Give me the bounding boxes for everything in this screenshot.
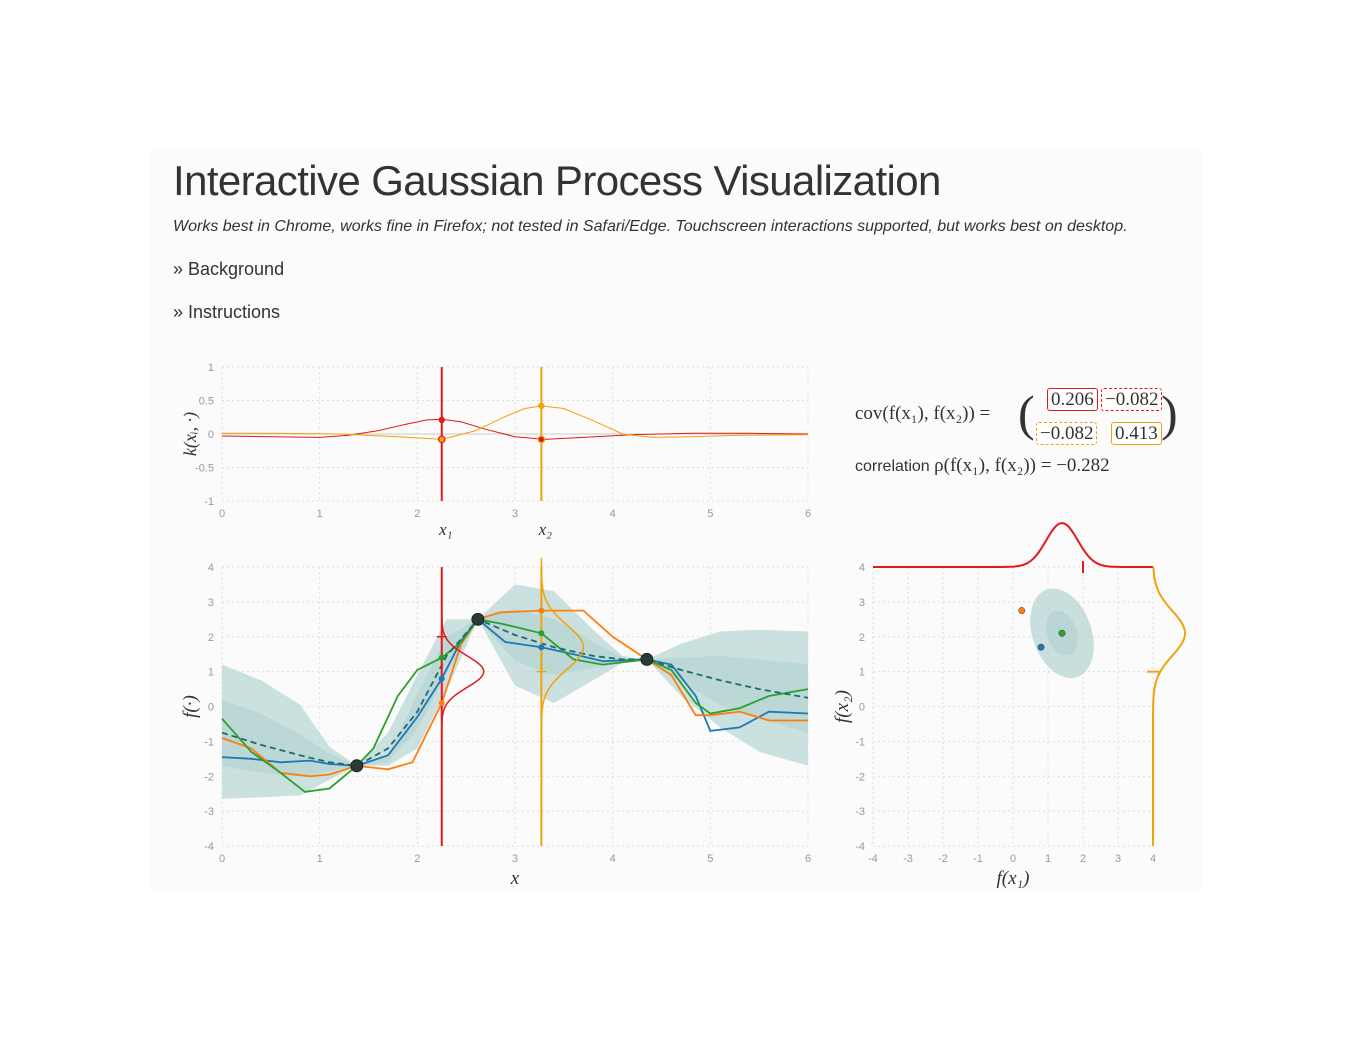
marginal-density-x1 [873,522,1153,568]
joint-x-tick-label: 0 [1010,853,1016,865]
kernel-y-tick-label: 1 [208,362,214,374]
kernel-x-tick-label: 6 [805,508,811,520]
observation-point [350,759,364,773]
sample-value-point [438,654,445,661]
gp-x-tick-label: 5 [707,853,713,865]
joint-sample-point [1058,629,1066,637]
cov-cell-21: −0.082 [1036,422,1098,445]
kernel-y-tick-label: 0.5 [199,396,214,408]
page-title: Interactive Gaussian Process Visualizati… [173,157,941,204]
kernel-x-tick-label: 4 [610,508,616,520]
kernel-point [438,416,445,424]
gp-y-axis-label: f(·) [180,695,201,718]
correlation-value: ρ(f(x₁), f(x₂)) = −0.282 [934,455,1110,476]
joint-y-axis-label: f(x₂) [832,690,853,723]
joint-x-tick-label: 3 [1115,853,1121,865]
sample-value-point [438,700,445,707]
sample-value-point [538,607,545,614]
gp-y-tick-label: -4 [204,841,214,853]
joint-x-tick-label: -1 [973,853,983,865]
matrix-right-paren: ) [1161,385,1178,441]
posterior-mean-line [221,618,809,767]
kernel-marker-label: x₂ [538,520,553,539]
matrix-left-paren: ( [1018,385,1035,441]
gp-y-tick-label: -3 [204,806,214,818]
gp-x-tick-label: 2 [414,853,420,865]
gp-y-tick-label: 1 [208,667,214,679]
sample-path-2 [221,609,808,778]
background-toggle[interactable]: » Background [173,259,285,279]
joint-x-tick-label: -3 [903,853,913,865]
kernel-y-tick-label: -0.5 [195,463,214,475]
gp-y-tick-label: 2 [208,632,214,644]
joint-y-tick-label: -4 [855,841,865,853]
gp-x-tick-label: 1 [317,853,323,865]
kernel-x-tick-label: 0 [219,508,225,520]
sample-value-point [538,644,545,651]
joint-x-axis-label: f(x₁) [997,868,1030,889]
kernel-point [437,435,446,444]
kernel-x-tick-label: 5 [707,508,713,520]
instructions-toggle[interactable]: » Instructions [173,302,281,322]
joint-x-tick-label: 1 [1045,853,1051,865]
covariance-label: cov(f(x₁), f(x₂)) = [855,403,991,424]
gp-y-tick-label: 4 [208,562,214,574]
confidence-band-1sd [222,608,808,777]
sample-value-point [538,630,545,637]
gp-y-tick-label: -1 [204,736,214,748]
observation-point [471,612,485,626]
kernel-x-tick-label: 2 [414,508,420,520]
kernel-point [537,435,546,444]
kernel-x-tick-label: 1 [317,508,323,520]
joint-y-tick-label: -1 [855,736,865,748]
marginal-density-x2 [1152,566,1187,846]
gp-x-tick-label: 0 [219,853,225,865]
joint-sample-point [1018,607,1026,615]
gp-x-tick-label: 3 [512,853,518,865]
joint-x-tick-label: 4 [1150,853,1156,865]
joint-y-tick-label: 3 [859,597,865,609]
kernel-y-axis-label: k(xᵢ, ·) [180,412,201,456]
correlation-label: correlation [855,458,930,475]
gp-x-axis-label: x [510,868,520,889]
conditional-density-x2 [540,557,585,737]
joint-distribution-plot: -4 -3 -2 -1 0 1 2 3 4 4 3 2 1 0 -1 -2 -3 -4 f(x₁) f(x₂) [832,522,1187,889]
gp-y-tick-label: 3 [208,597,214,609]
joint-y-tick-label: 1 [859,667,865,679]
kernel-curve-2 [222,405,809,440]
kernel-point [538,402,545,410]
kernel-curve-1 [221,418,809,440]
kernel-y-tick-label: 0 [208,429,214,441]
gp-x-tick-label: 4 [610,853,616,865]
joint-y-tick-label: 4 [859,562,865,574]
correlation-readout: correlation ρ(f(x₁), f(x₂)) = −0.282 [855,455,1110,477]
joint-x-tick-label: 2 [1080,853,1086,865]
cov-cell-22: 0.413 [1111,422,1162,445]
joint-sample-point [1037,643,1045,651]
kernel-marker-label: x₁ [438,520,452,539]
sample-path-1 [221,618,809,767]
joint-y-tick-label: 2 [859,632,865,644]
cov-cell-11: 0.206 [1047,388,1098,411]
gp-x-tick-label: 6 [805,853,811,865]
cov-cell-12: −0.082 [1101,388,1163,411]
kernel-plot: 0 1 2 3 4 5 6 1 0.5 0 -0.5 -1 x₁ x₂ k(xᵢ, ·) [180,362,811,539]
conditional-density-x1 [441,608,485,735]
gp-y-tick-label: 0 [208,702,214,714]
kernel-y-tick-label: -1 [204,496,214,508]
sample-value-point [438,675,445,682]
joint-x-tick-label: -2 [938,853,948,865]
observation-point [640,652,654,666]
joint-y-tick-label: 0 [859,702,865,714]
browser-note: Works best in Chrome, works fine in Fire… [173,218,1128,235]
joint-x-tick-label: -4 [868,853,878,865]
joint-y-tick-label: -3 [855,806,865,818]
gp-y-tick-label: -2 [204,771,214,783]
joint-y-tick-label: -2 [855,771,865,783]
kernel-x-tick-label: 3 [512,508,518,520]
gp-posterior-plot[interactable]: 0 1 2 3 4 5 6 4 3 2 1 0 -1 -2 -3 -4 x f(·) [180,557,811,889]
